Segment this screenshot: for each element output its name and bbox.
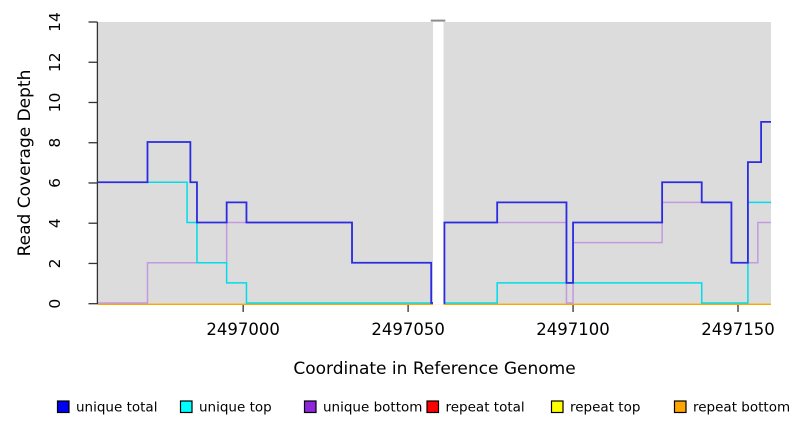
x-axis-title: Coordinate in Reference Genome — [293, 359, 575, 379]
y-tick-label: 8 — [46, 138, 64, 148]
masked-gap-band — [433, 21, 444, 305]
series-line-unique-total — [98, 121, 771, 304]
legend-label: unique top — [199, 400, 272, 416]
legend-swatch-repeat-bottom — [673, 400, 687, 414]
legend-item-unique-bottom: unique bottom — [303, 400, 422, 416]
legend-item-unique-top: unique top — [179, 400, 272, 416]
legend-swatch-repeat-total — [426, 400, 440, 414]
legend-swatch-unique-total — [56, 400, 70, 414]
legend: unique total unique top unique bottom repea… — [56, 400, 790, 416]
legend-label: unique total — [76, 400, 157, 416]
legend-item-unique-total: unique total — [56, 400, 157, 416]
y-tick-label: 12 — [46, 52, 64, 72]
axes-layer: 0 2 4 6 8 10 12 14 2497000 2497050 2497100 2497150 — [46, 12, 775, 339]
x-tick-label: 2497050 — [371, 320, 445, 339]
legend-item-repeat-bottom: repeat bottom — [673, 400, 790, 416]
y-tick-label: 2 — [46, 259, 64, 269]
x-tick-label: 2497000 — [206, 320, 280, 339]
legend-label: unique bottom — [323, 400, 422, 416]
y-tick-label: 14 — [46, 12, 64, 32]
series-line-unique-top — [98, 181, 771, 304]
legend-label: repeat bottom — [693, 400, 790, 416]
x-tick-label: 2497100 — [536, 320, 610, 339]
legend-item-repeat-total: repeat total — [426, 400, 525, 416]
x-tick-label: 2497150 — [701, 320, 775, 339]
y-tick-label: 6 — [46, 178, 64, 188]
legend-label: repeat total — [446, 400, 525, 416]
y-tick-label: 0 — [46, 299, 64, 309]
legend-swatch-unique-bottom — [303, 400, 317, 414]
y-tick-label: 4 — [46, 218, 64, 228]
y-tick-label: 10 — [46, 93, 64, 113]
legend-item-repeat-top: repeat top — [550, 400, 640, 416]
legend-swatch-unique-top — [179, 400, 193, 414]
legend-swatch-repeat-top — [550, 400, 564, 414]
y-axis-title: Read Coverage Depth — [15, 70, 35, 257]
legend-label: repeat top — [570, 400, 640, 416]
masked-gap-layer — [430, 19, 446, 305]
